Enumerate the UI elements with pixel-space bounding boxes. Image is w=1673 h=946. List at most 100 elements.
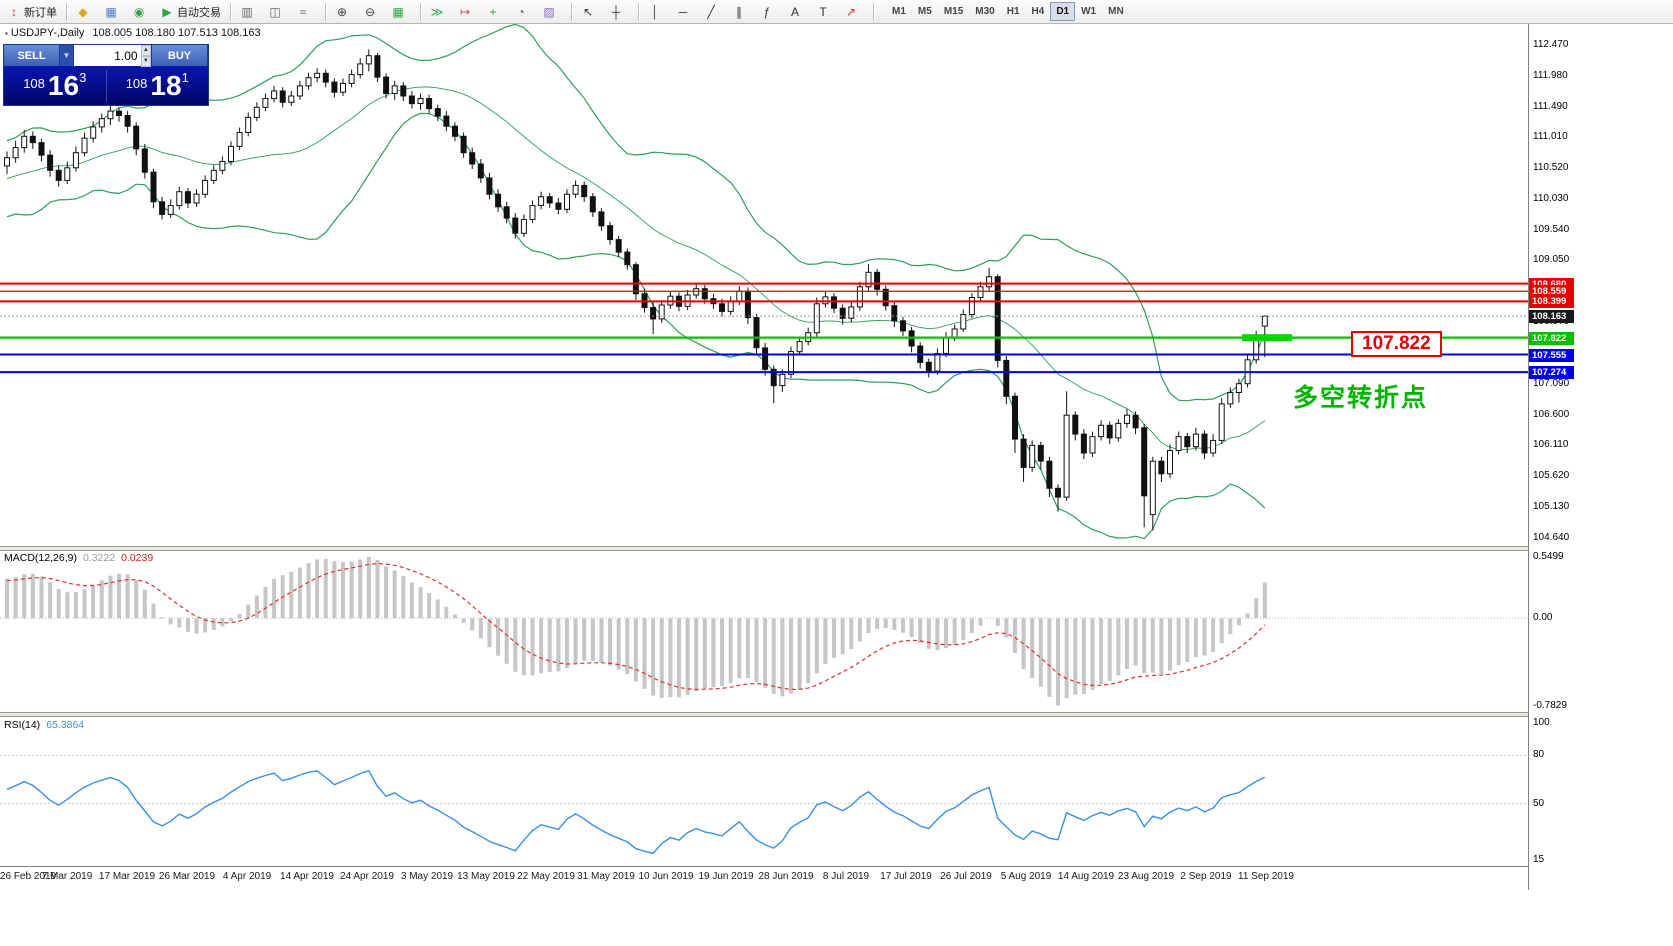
date-label: 26 Feb 2019 [0,871,57,882]
panel-separator[interactable] [0,712,1528,717]
bid-price[interactable]: 108 163 [4,70,106,102]
date-label: 17 Jul 2019 [880,871,932,882]
macd-histogram [5,557,1267,706]
price-tick: 112.470 [1533,39,1569,50]
bid-price-label: 108.163 [1529,310,1574,324]
trade-options-dropdown[interactable]: ▼ [60,45,74,66]
metaeditor-icon[interactable]: ◆ [73,2,99,22]
price-axis[interactable]: 112.470 111.980 111.490 111.010 110.520 110.0… [1528,24,1574,890]
templates-icon[interactable]: ▨ [539,2,565,22]
rsi-line [6,769,1266,855]
macd-name: MACD(12,26,9) [4,552,77,564]
autotrading-button[interactable]: ▶ 自动交易 [157,2,224,22]
trendline-icon[interactable]: ╱ [701,2,727,22]
chart-symbol-icon: ▪ [5,29,8,38]
green-line-highlight[interactable] [1242,334,1292,342]
periods-icon: ◔ [517,4,525,19]
date-label: 13 May 2019 [457,871,515,882]
ask-price[interactable]: 108 181 [105,69,209,102]
auto-scroll-icon[interactable]: ≫ [427,2,453,22]
date-label: 26 Mar 2019 [158,871,216,882]
timeframe-h4[interactable]: H4 [1031,6,1045,17]
indicators-icon: + [489,4,497,19]
price-tick: 111.980 [1533,69,1568,81]
toolbar-separator [571,2,572,21]
timeframe-mn[interactable]: MN [1108,6,1124,17]
date-label: 8 Jul 2019 [822,871,870,882]
toolbar-separator [420,2,421,21]
timeframe-m5[interactable]: M5 [917,6,932,17]
vertical-line-icon[interactable]: │ [645,2,671,22]
date-label: 11 Sep 2019 [1238,871,1294,882]
horizontal-line-icon: ─ [678,4,688,19]
zoom-out-icon[interactable]: ⊖ [360,2,386,22]
arrows-icon[interactable]: ↗ [841,2,867,22]
text-icon[interactable]: A [785,2,811,22]
timeframe-m30[interactable]: M30 [975,6,995,17]
arrows-icon: ↗ [845,4,857,19]
price-line-label: 107.822 [1529,331,1574,345]
horizontal-line-icon[interactable]: ─ [673,2,699,22]
volume-up-button[interactable]: ▲ [140,45,151,56]
ask-pipette: 1 [181,69,189,85]
macd-main-value: 0.3222 [82,552,116,564]
date-label: 26 Jul 2019 [940,871,992,882]
ask-main: 18 [150,69,182,101]
date-label: 14 Apr 2019 [280,871,334,882]
buy-button[interactable]: BUY [152,45,208,66]
timeframe-m1[interactable]: M1 [892,6,906,17]
timeframe-w1[interactable]: W1 [1081,6,1097,17]
toolbar-separator [66,2,67,21]
candlestick-chart-icon[interactable]: ◫ [265,2,291,22]
macd-scale-tick: -0.7829 [1533,699,1567,711]
timeframe-d1[interactable]: D1 [1050,2,1076,21]
bar-chart-icon[interactable]: ▥ [237,2,263,22]
templates-icon: ▨ [543,4,555,19]
tile-windows-icon[interactable]: ▦ [388,2,414,22]
new-order-button[interactable]: ↕ 新订单 [4,2,60,22]
zoom-in-icon[interactable]: ⊕ [332,2,358,22]
bollinger-middle-band [6,86,1266,451]
date-axis[interactable]: 26 Feb 2019 7 Mar 2019 17 Mar 2019 26 Mar 2… [0,866,1528,891]
ask-prefix: 108 [125,75,148,91]
zoom-in-icon: ⊕ [336,4,348,19]
crosshair-icon[interactable]: ┼ [606,2,632,22]
bid-pipette: 3 [79,69,87,85]
cursor-icon: ↖ [582,4,594,19]
rsi-indicator-label: RSI(14) 65.3864 [4,719,84,731]
bar-chart-icon: ▥ [241,4,253,19]
candles [4,49,1268,531]
volume-down-button[interactable]: ▼ [140,56,151,67]
panel-separator[interactable] [0,546,1528,551]
rsi-name: RSI(14) [4,719,41,731]
bollinger-lower-band [6,112,1266,540]
rsi-panel [0,754,1528,855]
fibonacci-icon[interactable]: ƒ [757,2,783,22]
volume-input[interactable] [74,45,141,66]
timeframe-h1[interactable]: H1 [1006,6,1020,17]
line-chart-icon[interactable]: ≈ [293,2,319,22]
community-icon[interactable]: ◉ [129,2,155,22]
chart-shift-icon[interactable]: ↦ [455,2,481,22]
autotrading-button-label: 自动交易 [177,6,221,19]
price-line-label: 108.399 [1529,295,1574,309]
date-label: 24 Apr 2019 [340,871,394,882]
channel-icon[interactable]: ∥ [729,2,755,22]
chart-title: ▪ USDJPY-,Daily 108.005 108.180 107.513 10… [5,27,261,39]
turning-point-note[interactable]: 多空转折点 [1293,384,1429,412]
metaeditor-icon: ◆ [78,4,88,19]
sell-button[interactable]: SELL [4,45,60,66]
periods-icon[interactable]: ◔ [511,2,537,22]
indicators-icon[interactable]: + [483,2,509,22]
crosshair-icon: ┼ [611,4,621,19]
trendline-icon: ╱ [707,4,715,19]
vertical-line-icon: │ [651,4,659,19]
timeframe-m15[interactable]: M15 [943,6,964,17]
cursor-icon[interactable]: ↖ [578,2,604,22]
text-icon: A [790,4,799,19]
market-watch-icon[interactable]: ▦ [101,2,127,22]
date-label: 19 Jun 2019 [698,871,754,882]
label-icon[interactable]: T [813,2,839,22]
price-callout-label[interactable]: 107.822 [1351,331,1442,357]
autotrading-icon: ▶ [162,4,172,19]
